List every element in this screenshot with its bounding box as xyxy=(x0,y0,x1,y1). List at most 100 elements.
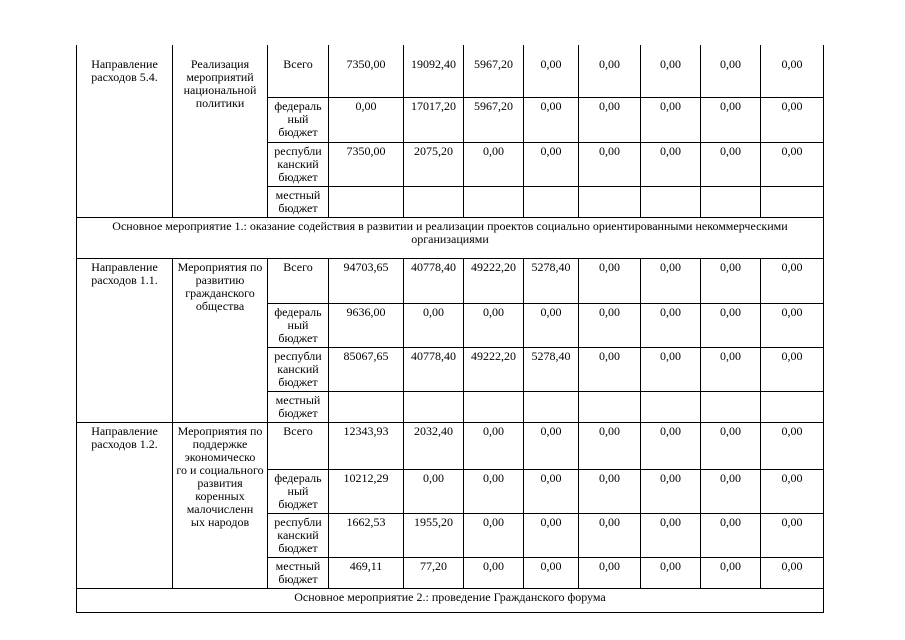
amount-cell xyxy=(760,185,824,218)
amount-cell: 49222,20 xyxy=(463,257,524,304)
amount-cell xyxy=(328,185,404,218)
table-row: федераль ный бюджет 0,00 17017,20 5967,20 0,… xyxy=(77,96,824,143)
budget-level-cell: Всего xyxy=(267,421,329,470)
section-header-text: Основное мероприятие 2.: проведение Граж… xyxy=(76,587,824,613)
amount-cell: 0,00 xyxy=(700,257,761,304)
amount-cell: 0,00 xyxy=(640,96,701,143)
amount-cell: 0,00 xyxy=(523,556,579,589)
amount-cell: 0,00 xyxy=(760,512,824,558)
amount-cell: 1955,20 xyxy=(403,512,464,558)
amount-cell: 2032,40 xyxy=(403,421,464,470)
amount-cell: 5278,40 xyxy=(523,346,579,392)
amount-cell: 0,00 xyxy=(640,302,701,348)
amount-cell xyxy=(463,185,524,218)
amount-cell: 0,00 xyxy=(463,421,524,470)
amount-cell: 0,00 xyxy=(760,257,824,304)
budget-level-cell: республи канский бюджет xyxy=(267,141,329,187)
table-row: федераль ный бюджет 10212,29 0,00 0,00 0,00 0… xyxy=(77,468,824,514)
amount-cell: 17017,20 xyxy=(403,96,464,143)
table-row: Направление расходов 1.1. Мероприятия по … xyxy=(76,257,824,423)
direction-cell: Направление расходов 1.1. xyxy=(76,257,173,423)
amount-cell: 10212,29 xyxy=(328,468,404,514)
amount-cell: 469,11 xyxy=(328,556,404,589)
amount-cell: 85067,65 xyxy=(328,346,404,392)
amount-cell: 0,00 xyxy=(760,141,824,187)
amount-cell: 0,00 xyxy=(578,346,641,392)
section-header-row: Основное мероприятие 2.: проведение Граж… xyxy=(76,587,824,613)
amount-cell: 0,00 xyxy=(760,556,824,589)
amount-cell: 5967,20 xyxy=(463,45,524,98)
amount-cell: 0,00 xyxy=(463,302,524,348)
budget-level-cell: Всего xyxy=(267,257,329,304)
amount-cell: 0,00 xyxy=(700,141,761,187)
direction-cell: Направление расходов 5.4. xyxy=(76,45,173,218)
amount-cell: 0,00 xyxy=(578,512,641,558)
amount-cell xyxy=(403,185,464,218)
activity-cell: Мероприятия по поддержке экономическо го… xyxy=(172,421,268,589)
budget-level-cell: республи канский бюджет xyxy=(267,512,329,558)
table-row: местный бюджет 469,11 77,20 0,00 0,00 0,00 0,0… xyxy=(77,556,824,589)
amount-cell: 1662,53 xyxy=(328,512,404,558)
amount-cell xyxy=(700,390,761,423)
amount-cell xyxy=(700,185,761,218)
budget-level-cell: местный бюджет xyxy=(267,185,329,218)
amount-cell: 0,00 xyxy=(463,512,524,558)
table-body: Направление расходов 5.4. Реализация меро… xyxy=(76,45,824,613)
amount-cell: 0,00 xyxy=(523,96,579,143)
amount-cell: 40778,40 xyxy=(403,257,464,304)
amount-cell: 0,00 xyxy=(700,302,761,348)
budget-table: Направление расходов 5.4. Реализация меро… xyxy=(76,45,824,613)
amount-cell: 0,00 xyxy=(640,512,701,558)
amount-cell: 0,00 xyxy=(700,45,761,98)
amount-cell: 0,00 xyxy=(578,556,641,589)
section-header-text: Основное мероприятие 1.: оказание содейс… xyxy=(76,216,824,259)
amount-cell: 0,00 xyxy=(640,141,701,187)
amount-cell: 49222,20 xyxy=(463,346,524,392)
table-row: федераль ный бюджет 9636,00 0,00 0,00 0,00 0,… xyxy=(77,302,824,348)
amount-cell xyxy=(640,185,701,218)
amount-cell: 0,00 xyxy=(523,421,579,470)
amount-cell: 0,00 xyxy=(700,512,761,558)
amount-cell: 0,00 xyxy=(640,45,701,98)
amount-cell: 0,00 xyxy=(640,556,701,589)
amount-cell: 12343,93 xyxy=(328,421,404,470)
amount-cell: 0,00 xyxy=(578,96,641,143)
budget-table-container: Направление расходов 5.4. Реализация меро… xyxy=(76,45,825,613)
amount-cell xyxy=(578,185,641,218)
amount-cell: 0,00 xyxy=(578,421,641,470)
amount-cell: 0,00 xyxy=(640,257,701,304)
amount-cell: 0,00 xyxy=(760,421,824,470)
amount-cell: 0,00 xyxy=(463,468,524,514)
activity-cell: Реализация мероприятий национальной поли… xyxy=(172,45,268,218)
amount-cell: 77,20 xyxy=(403,556,464,589)
amount-cell: 0,00 xyxy=(700,468,761,514)
amount-cell: 0,00 xyxy=(328,96,404,143)
budget-level-cell: местный бюджет xyxy=(267,556,329,589)
amount-cell: 0,00 xyxy=(523,45,579,98)
amount-cell xyxy=(523,185,579,218)
amount-cell: 0,00 xyxy=(523,141,579,187)
amount-cell xyxy=(463,390,524,423)
amount-cell: 0,00 xyxy=(700,421,761,470)
section-header-row: Основное мероприятие 1.: оказание содейс… xyxy=(76,216,824,259)
amount-cell xyxy=(403,390,464,423)
table-row: республи канский бюджет 1662,53 1955,20 0,0… xyxy=(77,512,824,558)
amount-cell: 7350,00 xyxy=(328,45,404,98)
amount-cell: 0,00 xyxy=(760,96,824,143)
amount-cell: 0,00 xyxy=(578,468,641,514)
amount-cell: 0,00 xyxy=(403,302,464,348)
amount-cell: 0,00 xyxy=(523,302,579,348)
budget-level-cell: федераль ный бюджет xyxy=(267,468,329,514)
activity-cell: Мероприятия по развитию гражданского общ… xyxy=(172,257,268,423)
budget-level-cell: Всего xyxy=(267,45,329,98)
amount-cell: 9636,00 xyxy=(328,302,404,348)
amount-cell: 0,00 xyxy=(700,96,761,143)
amount-cell: 40778,40 xyxy=(403,346,464,392)
amount-cell: 2075,20 xyxy=(403,141,464,187)
amount-cell: 0,00 xyxy=(640,346,701,392)
amount-cell: 0,00 xyxy=(523,468,579,514)
amount-cell: 0,00 xyxy=(578,141,641,187)
amount-cell: 0,00 xyxy=(578,302,641,348)
amount-cell: 0,00 xyxy=(760,302,824,348)
amount-cell: 0,00 xyxy=(700,346,761,392)
